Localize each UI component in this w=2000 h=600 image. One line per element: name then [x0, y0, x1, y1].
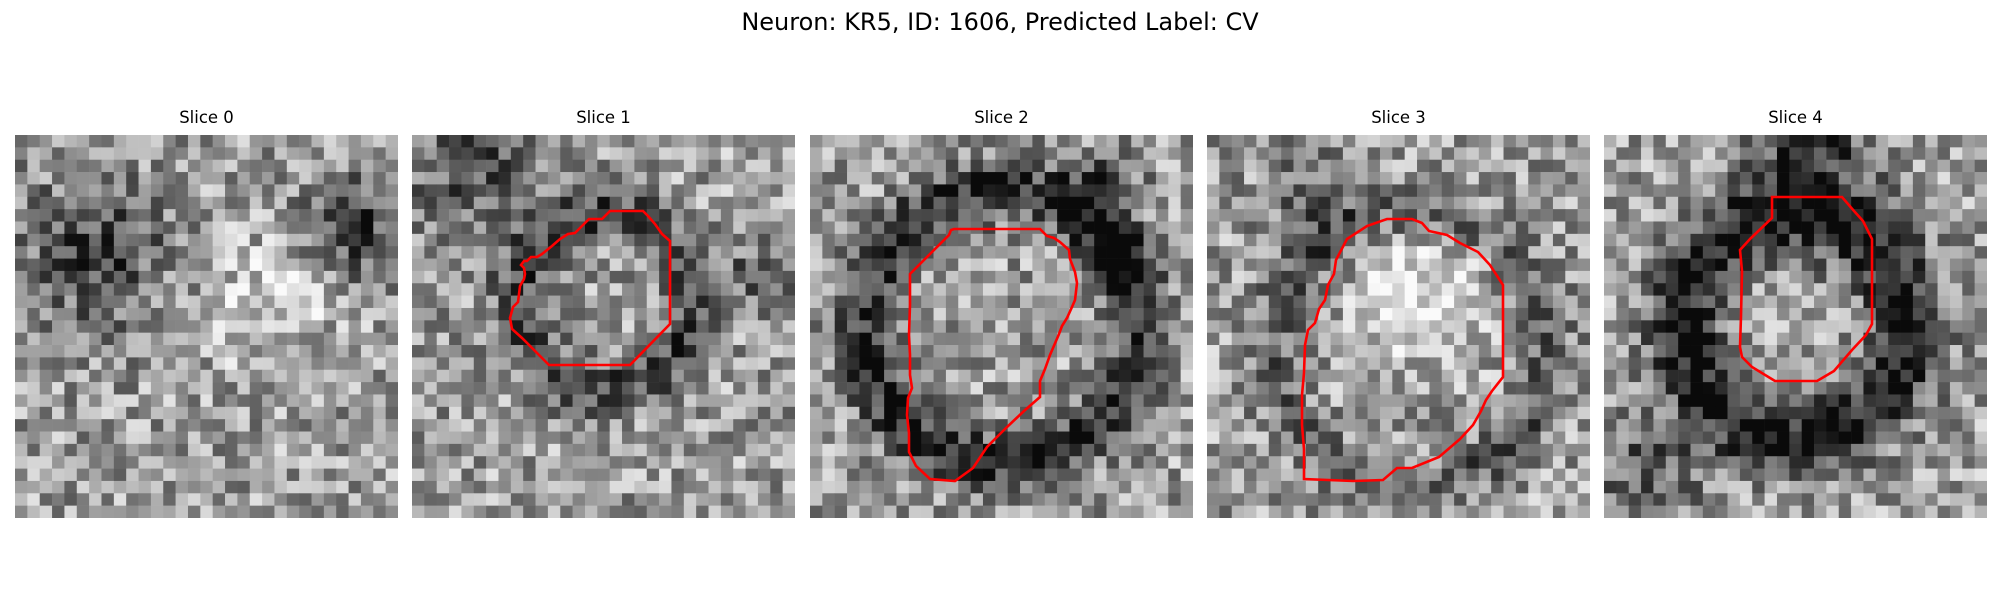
slice-panel-2: Slice 2: [810, 108, 1193, 520]
slice-title: Slice 2: [974, 108, 1029, 127]
segmentation-contour: [1738, 195, 1874, 383]
segmentation-contour: [508, 209, 672, 367]
slice-image: [412, 135, 795, 518]
grayscale-pixels: [1207, 135, 1590, 518]
slice-title: Slice 0: [179, 108, 234, 127]
slice-image: [810, 135, 1193, 518]
slice-title: Slice 1: [576, 108, 631, 127]
slice-image: [1604, 135, 1987, 518]
slice-image: [15, 135, 398, 518]
slice-panel-0: Slice 0: [15, 108, 398, 520]
segmentation-contour: [1300, 217, 1505, 483]
slice-panel-3: Slice 3: [1207, 108, 1590, 520]
grayscale-pixels: [1604, 135, 1987, 518]
grayscale-pixels: [15, 135, 398, 518]
segmentation-contour: [905, 227, 1079, 483]
figure-title: Neuron: KR5, ID: 1606, Predicted Label: …: [741, 8, 1259, 36]
slice-title: Slice 3: [1371, 108, 1426, 127]
slice-panel-1: Slice 1: [412, 108, 795, 520]
slice-image: [1207, 135, 1590, 518]
slice-title: Slice 4: [1768, 108, 1823, 127]
slice-panel-4: Slice 4: [1604, 108, 1987, 520]
grayscale-pixels: [412, 135, 795, 518]
grayscale-pixels: [810, 135, 1193, 518]
